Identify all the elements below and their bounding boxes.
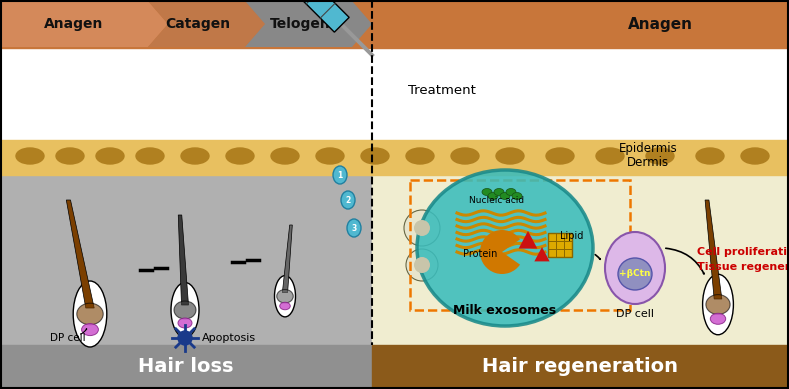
Ellipse shape: [16, 148, 44, 164]
Polygon shape: [287, 0, 350, 32]
Text: Protein: Protein: [463, 249, 497, 259]
Polygon shape: [178, 215, 189, 305]
Ellipse shape: [277, 289, 294, 303]
Polygon shape: [245, 1, 372, 47]
Ellipse shape: [406, 148, 434, 164]
Ellipse shape: [316, 148, 344, 164]
Ellipse shape: [488, 193, 498, 200]
Text: Catagen: Catagen: [166, 17, 230, 31]
Ellipse shape: [347, 219, 361, 237]
FancyArrowPatch shape: [666, 248, 704, 274]
Ellipse shape: [494, 189, 504, 196]
Ellipse shape: [178, 318, 192, 328]
Text: Tissue regeneration ↑: Tissue regeneration ↑: [697, 262, 789, 272]
Ellipse shape: [605, 232, 665, 304]
Ellipse shape: [341, 191, 355, 209]
FancyArrowPatch shape: [595, 255, 600, 259]
Text: Epidermis: Epidermis: [619, 142, 678, 154]
Text: 1: 1: [338, 170, 342, 179]
Circle shape: [178, 331, 192, 345]
Text: Lipid: Lipid: [560, 231, 583, 241]
Ellipse shape: [56, 148, 84, 164]
FancyArrowPatch shape: [80, 329, 87, 334]
Ellipse shape: [500, 193, 510, 200]
Ellipse shape: [275, 276, 296, 317]
Bar: [0, 175, 372, 345]
Ellipse shape: [73, 281, 107, 347]
Polygon shape: [0, 1, 168, 47]
Bar: [0, 48, 789, 140]
Ellipse shape: [710, 313, 726, 324]
Ellipse shape: [136, 148, 164, 164]
Wedge shape: [480, 230, 520, 274]
Text: 2: 2: [346, 196, 350, 205]
Text: 3: 3: [351, 224, 357, 233]
Ellipse shape: [496, 148, 524, 164]
Text: Milk exosomes: Milk exosomes: [454, 303, 556, 317]
Ellipse shape: [646, 148, 674, 164]
Text: DP cell: DP cell: [616, 309, 654, 319]
Polygon shape: [705, 200, 722, 299]
Ellipse shape: [271, 148, 299, 164]
Ellipse shape: [702, 274, 734, 335]
Polygon shape: [534, 247, 550, 261]
Bar: [372, 345, 789, 389]
Text: Anagen: Anagen: [627, 16, 693, 32]
Ellipse shape: [96, 148, 124, 164]
Circle shape: [404, 210, 440, 246]
Ellipse shape: [506, 189, 516, 196]
Bar: [0, 0, 789, 48]
Ellipse shape: [706, 294, 730, 314]
Text: Telogen: Telogen: [270, 17, 331, 31]
Ellipse shape: [361, 148, 389, 164]
Bar: [0, 345, 372, 389]
Ellipse shape: [417, 170, 593, 326]
Polygon shape: [518, 231, 537, 249]
Ellipse shape: [696, 148, 724, 164]
Ellipse shape: [512, 193, 522, 200]
Circle shape: [406, 249, 438, 281]
Ellipse shape: [226, 148, 254, 164]
Bar: [0, 140, 789, 175]
Text: DP cell: DP cell: [50, 333, 86, 343]
Text: Hair loss: Hair loss: [138, 357, 234, 377]
Circle shape: [414, 220, 430, 236]
Text: Cell proliferation ↑: Cell proliferation ↑: [697, 247, 789, 257]
Polygon shape: [148, 1, 265, 47]
Bar: [548, 233, 572, 257]
Text: Apoptosis: Apoptosis: [202, 333, 256, 343]
Text: Anagen: Anagen: [44, 17, 103, 31]
Text: Nucleic acid: Nucleic acid: [469, 196, 525, 205]
Ellipse shape: [596, 148, 624, 164]
Ellipse shape: [174, 301, 196, 319]
Ellipse shape: [81, 324, 99, 336]
Text: Treatment: Treatment: [408, 84, 476, 96]
Polygon shape: [282, 225, 292, 293]
Ellipse shape: [546, 148, 574, 164]
Circle shape: [414, 257, 430, 273]
Ellipse shape: [451, 148, 479, 164]
Ellipse shape: [181, 148, 209, 164]
Ellipse shape: [333, 166, 347, 184]
Ellipse shape: [77, 303, 103, 325]
Ellipse shape: [482, 189, 492, 196]
Text: Hair regeneration: Hair regeneration: [482, 357, 678, 377]
Text: +βCtn: +βCtn: [619, 270, 651, 279]
Ellipse shape: [741, 148, 769, 164]
Ellipse shape: [618, 258, 652, 290]
Ellipse shape: [280, 302, 290, 310]
Text: Dermis: Dermis: [627, 156, 669, 168]
Polygon shape: [66, 200, 94, 308]
Bar: [372, 175, 789, 345]
Ellipse shape: [171, 282, 199, 338]
